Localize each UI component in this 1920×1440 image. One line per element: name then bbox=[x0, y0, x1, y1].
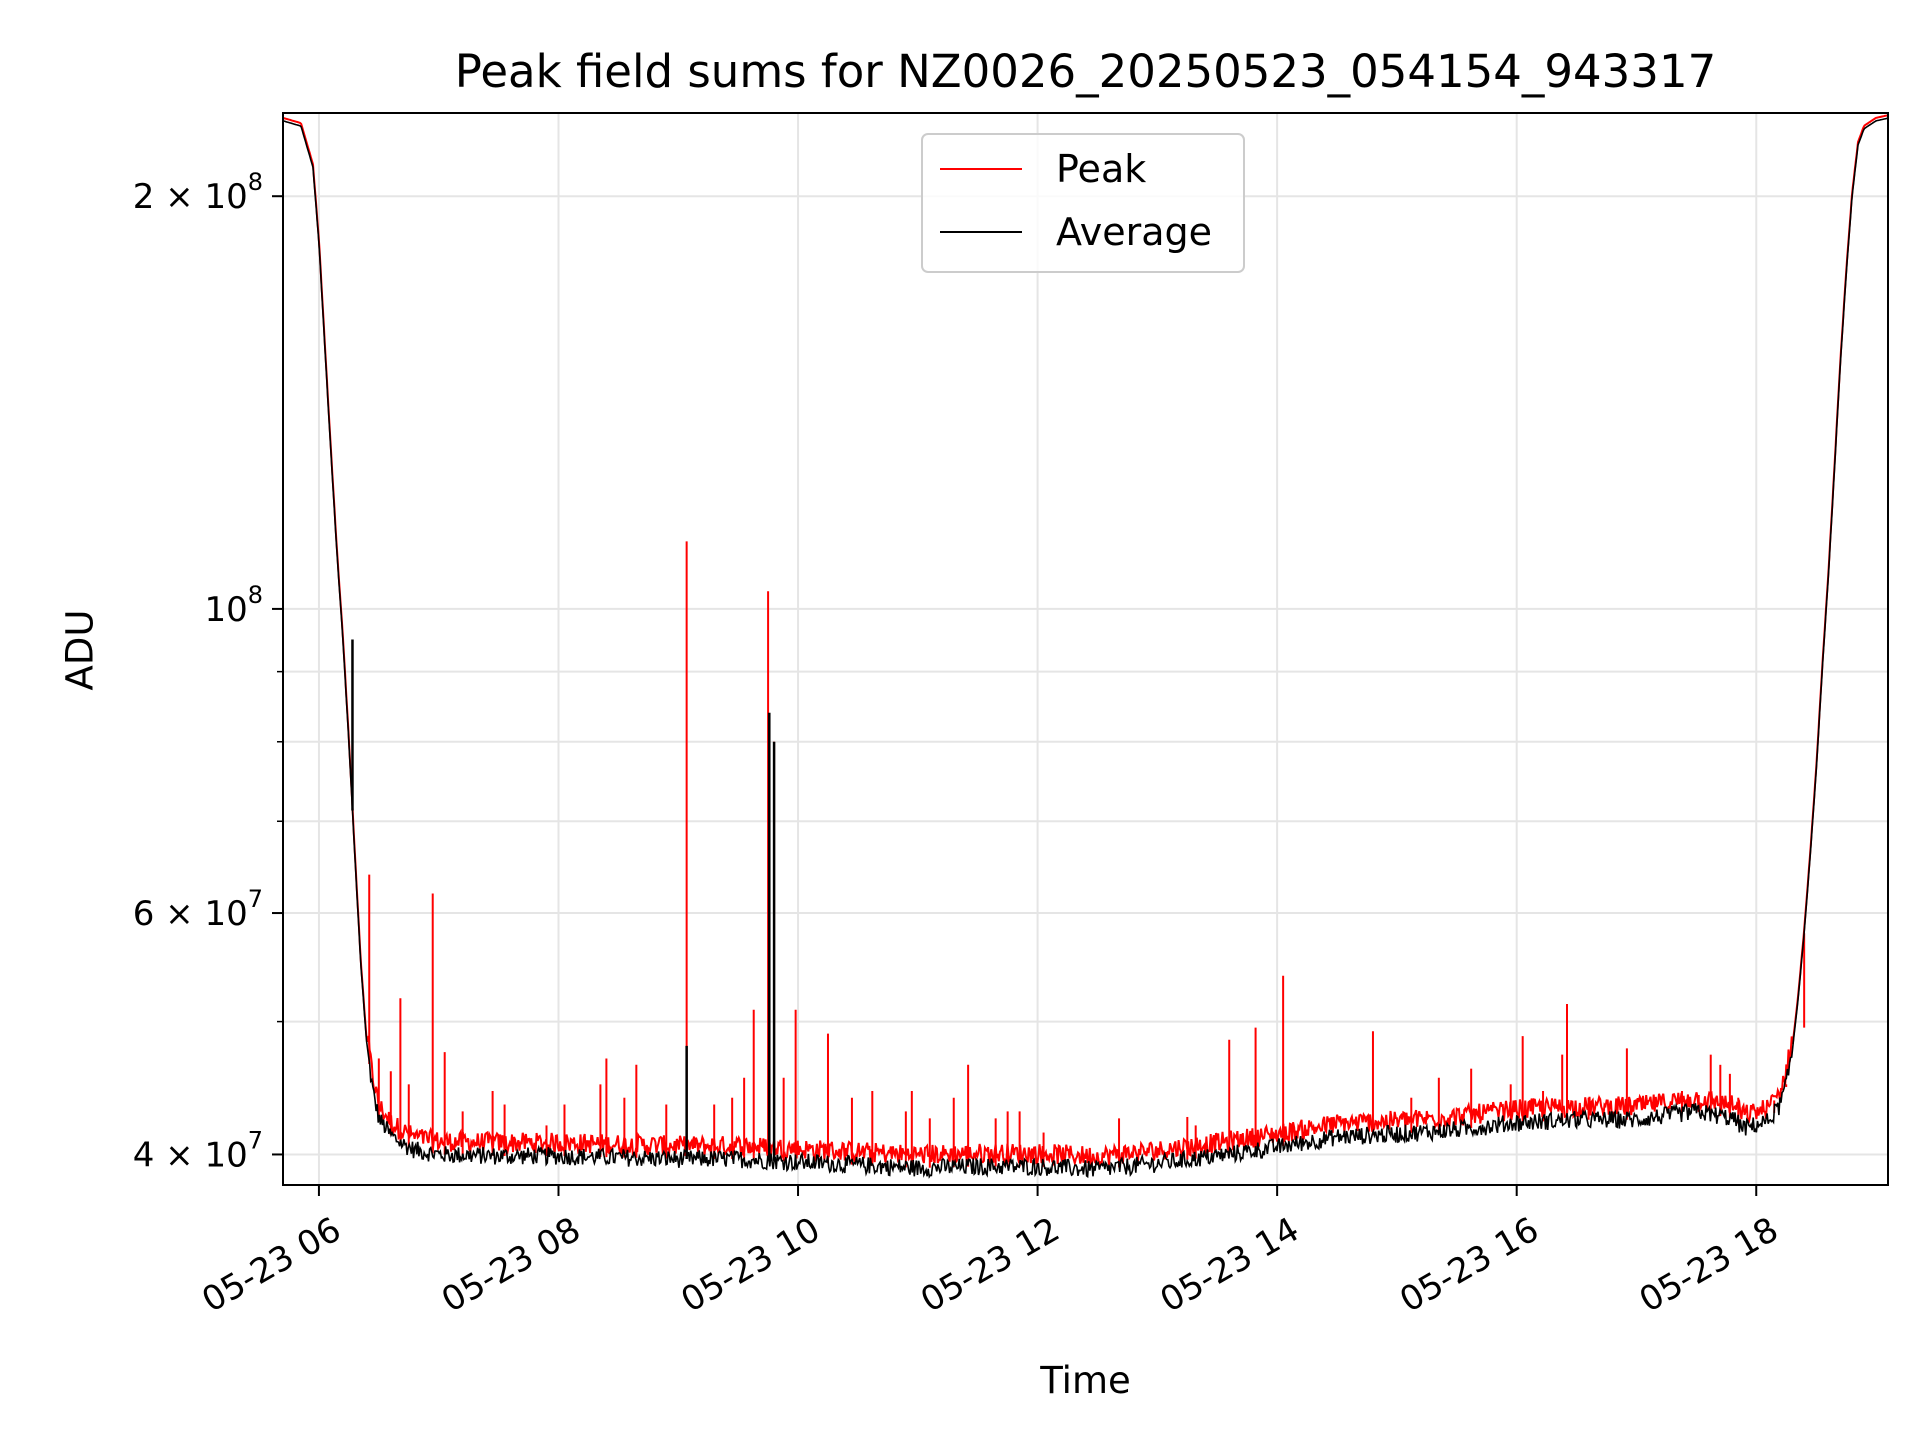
y-tick-label: 2 × 108 bbox=[133, 168, 263, 217]
axes-frame bbox=[282, 112, 1889, 1186]
legend-label: Average bbox=[1056, 210, 1212, 254]
series-peak-line bbox=[283, 114, 1888, 1168]
y-axis-label: ADU bbox=[59, 610, 102, 691]
legend-label: Peak bbox=[1056, 147, 1146, 191]
y-tick-label: 4 × 107 bbox=[133, 1126, 263, 1175]
legend: Peak Average bbox=[921, 133, 1245, 273]
chart-title: Peak field sums for NZ0026_20250523_0541… bbox=[455, 45, 1716, 98]
x-axis-label: Time bbox=[1039, 1359, 1131, 1402]
plot-layer bbox=[283, 114, 1888, 1179]
y-tick-label: 6 × 107 bbox=[133, 885, 263, 934]
plot-area bbox=[283, 114, 1888, 1179]
y-tick-label: 108 bbox=[204, 581, 263, 630]
series-average-line bbox=[283, 117, 1888, 1179]
